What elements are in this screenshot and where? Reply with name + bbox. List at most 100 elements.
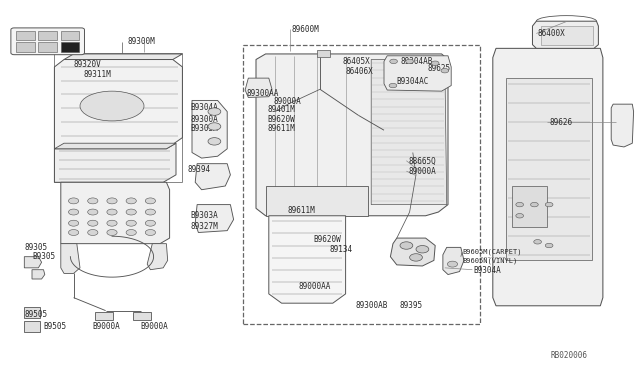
Polygon shape: [371, 60, 447, 205]
Text: 89327M: 89327M: [191, 222, 218, 231]
Bar: [24, 321, 40, 332]
Text: 86405X: 86405X: [342, 57, 370, 65]
Polygon shape: [61, 244, 80, 273]
Polygon shape: [390, 238, 435, 266]
Text: B9000A: B9000A: [93, 322, 120, 331]
Polygon shape: [443, 247, 464, 275]
Polygon shape: [54, 143, 176, 149]
Text: B9000A: B9000A: [141, 322, 168, 331]
Text: B9303A: B9303A: [191, 211, 218, 220]
Text: 89394: 89394: [188, 165, 211, 174]
Text: 89505: 89505: [24, 310, 47, 319]
Polygon shape: [147, 244, 168, 270]
Polygon shape: [266, 186, 368, 216]
Polygon shape: [269, 216, 346, 303]
Circle shape: [107, 230, 117, 235]
Bar: [38, 42, 57, 52]
Polygon shape: [61, 182, 170, 244]
Circle shape: [145, 198, 156, 204]
Circle shape: [516, 214, 524, 218]
Bar: [16, 31, 35, 40]
Circle shape: [107, 198, 117, 204]
Text: 89401M: 89401M: [268, 105, 295, 114]
Polygon shape: [24, 257, 42, 268]
Bar: [38, 31, 57, 40]
Text: 89304AB: 89304AB: [401, 57, 433, 65]
Circle shape: [390, 59, 397, 64]
FancyBboxPatch shape: [11, 28, 84, 55]
Text: 89305: 89305: [24, 243, 47, 251]
Polygon shape: [54, 60, 182, 149]
Text: 88665Q: 88665Q: [408, 157, 436, 166]
Text: B9304A: B9304A: [191, 103, 218, 112]
Text: 89300AA: 89300AA: [246, 89, 279, 97]
Circle shape: [531, 202, 538, 207]
Circle shape: [406, 59, 413, 64]
Text: 89000A: 89000A: [408, 167, 436, 176]
Text: 89134: 89134: [330, 245, 353, 254]
Bar: [61, 42, 79, 52]
Circle shape: [88, 220, 98, 226]
Text: 89300AB: 89300AB: [355, 301, 388, 310]
Polygon shape: [192, 100, 227, 158]
Bar: [506, 78, 592, 260]
Circle shape: [416, 246, 429, 253]
Text: 89395: 89395: [400, 301, 423, 310]
Circle shape: [389, 83, 397, 88]
Circle shape: [145, 220, 156, 226]
Polygon shape: [611, 104, 634, 147]
Bar: [317, 50, 330, 57]
Circle shape: [145, 230, 156, 235]
Circle shape: [208, 123, 221, 130]
Circle shape: [545, 202, 553, 207]
Text: 89000A: 89000A: [274, 97, 301, 106]
Text: 89320V: 89320V: [74, 60, 101, 69]
Circle shape: [441, 68, 449, 73]
Bar: [95, 312, 113, 320]
Bar: [61, 31, 79, 40]
Polygon shape: [32, 270, 45, 279]
Text: 89600M: 89600M: [291, 25, 319, 34]
Circle shape: [107, 220, 117, 226]
Text: 86406X: 86406X: [346, 67, 373, 76]
Circle shape: [88, 198, 98, 204]
Polygon shape: [54, 143, 176, 182]
Polygon shape: [532, 21, 598, 48]
Polygon shape: [493, 48, 603, 306]
Text: B9304AC: B9304AC: [397, 77, 429, 86]
Bar: [133, 312, 151, 320]
Bar: [541, 26, 593, 45]
Polygon shape: [245, 78, 272, 97]
Text: RB020006: RB020006: [550, 351, 588, 360]
Circle shape: [68, 198, 79, 204]
Text: B9304A: B9304A: [474, 266, 501, 275]
Circle shape: [107, 209, 117, 215]
Bar: [16, 42, 35, 52]
Text: B9620W: B9620W: [314, 235, 341, 244]
Polygon shape: [64, 54, 182, 60]
Ellipse shape: [80, 91, 144, 121]
Circle shape: [534, 240, 541, 244]
Text: B9605M(CARPET): B9605M(CARPET): [462, 249, 522, 256]
Polygon shape: [384, 56, 451, 91]
Bar: [243, 45, 480, 324]
Polygon shape: [195, 205, 234, 232]
Polygon shape: [195, 164, 230, 190]
Text: 89300M: 89300M: [128, 37, 156, 46]
Circle shape: [447, 261, 458, 267]
Circle shape: [126, 198, 136, 204]
Text: B9305: B9305: [32, 252, 55, 261]
Text: B9620W: B9620W: [268, 115, 295, 124]
Text: 89626: 89626: [549, 118, 572, 127]
Polygon shape: [256, 54, 448, 216]
Text: 89625: 89625: [428, 64, 451, 73]
Circle shape: [410, 254, 422, 261]
Circle shape: [545, 243, 553, 248]
Text: B9303A: B9303A: [191, 124, 218, 133]
Text: 89300A: 89300A: [191, 115, 218, 124]
Circle shape: [431, 61, 439, 65]
Circle shape: [68, 209, 79, 215]
Circle shape: [145, 209, 156, 215]
Bar: [512, 186, 547, 227]
Text: 89000AA: 89000AA: [298, 282, 331, 291]
